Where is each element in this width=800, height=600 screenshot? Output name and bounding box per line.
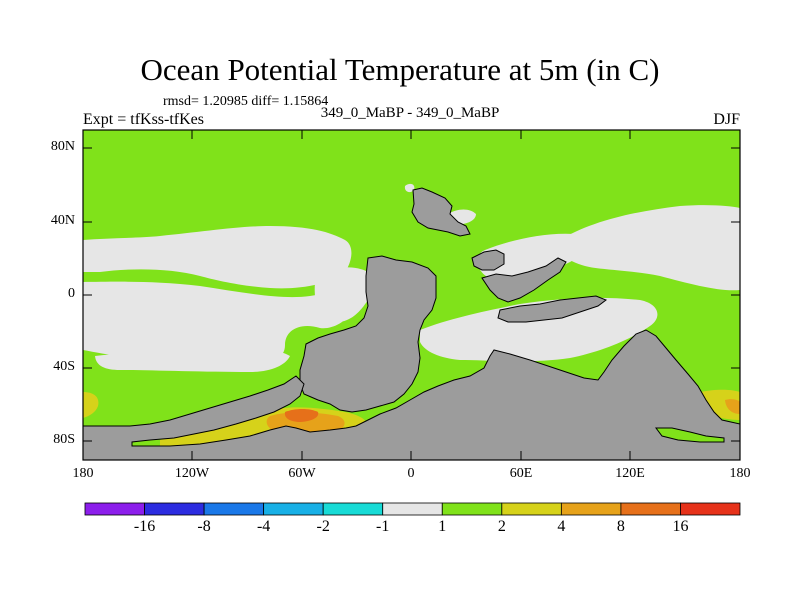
colorbar-swatch-5 xyxy=(382,502,443,516)
lat-label-40s: 40S xyxy=(53,359,75,374)
plot-title: Ocean Potential Temperature at 5m (in C) xyxy=(140,52,660,87)
colorbar-swatch-3 xyxy=(263,502,324,516)
lon-label-180w: 180 xyxy=(72,466,94,481)
lon-label-60e: 60E xyxy=(509,466,533,481)
colorbar-label-2: -4 xyxy=(256,518,271,535)
land-australia-asia xyxy=(497,295,608,323)
colorbar-swatch-7 xyxy=(501,502,562,516)
land-americas xyxy=(299,255,437,413)
neutral-region-indian-ocean xyxy=(477,233,582,281)
lat-label-equator: 0 xyxy=(68,286,75,301)
colorbar-swatch-9 xyxy=(620,502,681,516)
colorbar-label-0: -16 xyxy=(133,518,156,535)
colorbar-label-5: 1 xyxy=(438,518,447,535)
land-greenland-europe xyxy=(411,187,471,237)
case-label: 349_0_MaBP - 349_0_MaBP xyxy=(320,105,500,121)
lon-label-60w: 60W xyxy=(288,466,316,481)
colorbar-swatch-10 xyxy=(680,502,741,516)
colorbar-label-7: 4 xyxy=(557,518,566,535)
neutral-region-atlantic-north xyxy=(314,267,368,322)
colorbar-label-3: -2 xyxy=(316,518,330,535)
colorbar xyxy=(84,502,741,516)
colorbar-label-6: 2 xyxy=(497,518,506,535)
land-antarctica xyxy=(82,329,741,461)
warm-anomaly-yellow xyxy=(83,389,740,446)
land-asia-north xyxy=(471,249,505,271)
lon-label-120e: 120E xyxy=(615,466,645,481)
neutral-region-equatorial-pacific xyxy=(83,281,349,362)
neutral-region-small-patches xyxy=(404,183,476,225)
colorbar-swatch-0 xyxy=(84,502,145,516)
neutral-region-north-pacific-west xyxy=(83,226,352,289)
lon-label-180e: 180 xyxy=(729,466,751,481)
lat-label-80n: 80N xyxy=(50,139,75,154)
colorbar-label-9: 16 xyxy=(672,518,689,535)
colorbar-swatch-1 xyxy=(144,502,205,516)
colorbar-swatch-6 xyxy=(441,502,503,516)
colorbar-swatch-8 xyxy=(560,502,622,516)
neutral-region-south-atlantic-indian xyxy=(420,297,658,362)
neutral-region-south-pacific xyxy=(95,347,290,372)
neutral-region-north-pacific-east xyxy=(559,205,740,291)
colorbar-swatch-2 xyxy=(203,502,265,516)
colorbar-swatch-4 xyxy=(322,502,384,516)
season-label: DJF xyxy=(713,111,740,128)
lon-label-0: 0 xyxy=(407,466,415,481)
axis-ticks xyxy=(83,130,740,460)
lat-label-80s: 80S xyxy=(53,432,75,447)
colorbar-label-4: -1 xyxy=(376,518,390,535)
land-antarctica-green-inlet xyxy=(655,427,725,443)
colorbar-label-8: 8 xyxy=(616,518,625,535)
lat-label-40n: 40N xyxy=(50,213,75,228)
colorbar-label-1: -8 xyxy=(197,518,211,535)
experiment-label: Expt = tfKss-tfKes xyxy=(83,111,205,128)
land-africa-eurasia xyxy=(481,257,567,303)
lon-label-120w: 120W xyxy=(174,466,210,481)
stats-label: rmsd= 1.20985 diff= 1.15864 xyxy=(163,94,329,109)
map-field xyxy=(82,129,741,461)
warm-anomaly-dark-orange xyxy=(284,409,319,422)
